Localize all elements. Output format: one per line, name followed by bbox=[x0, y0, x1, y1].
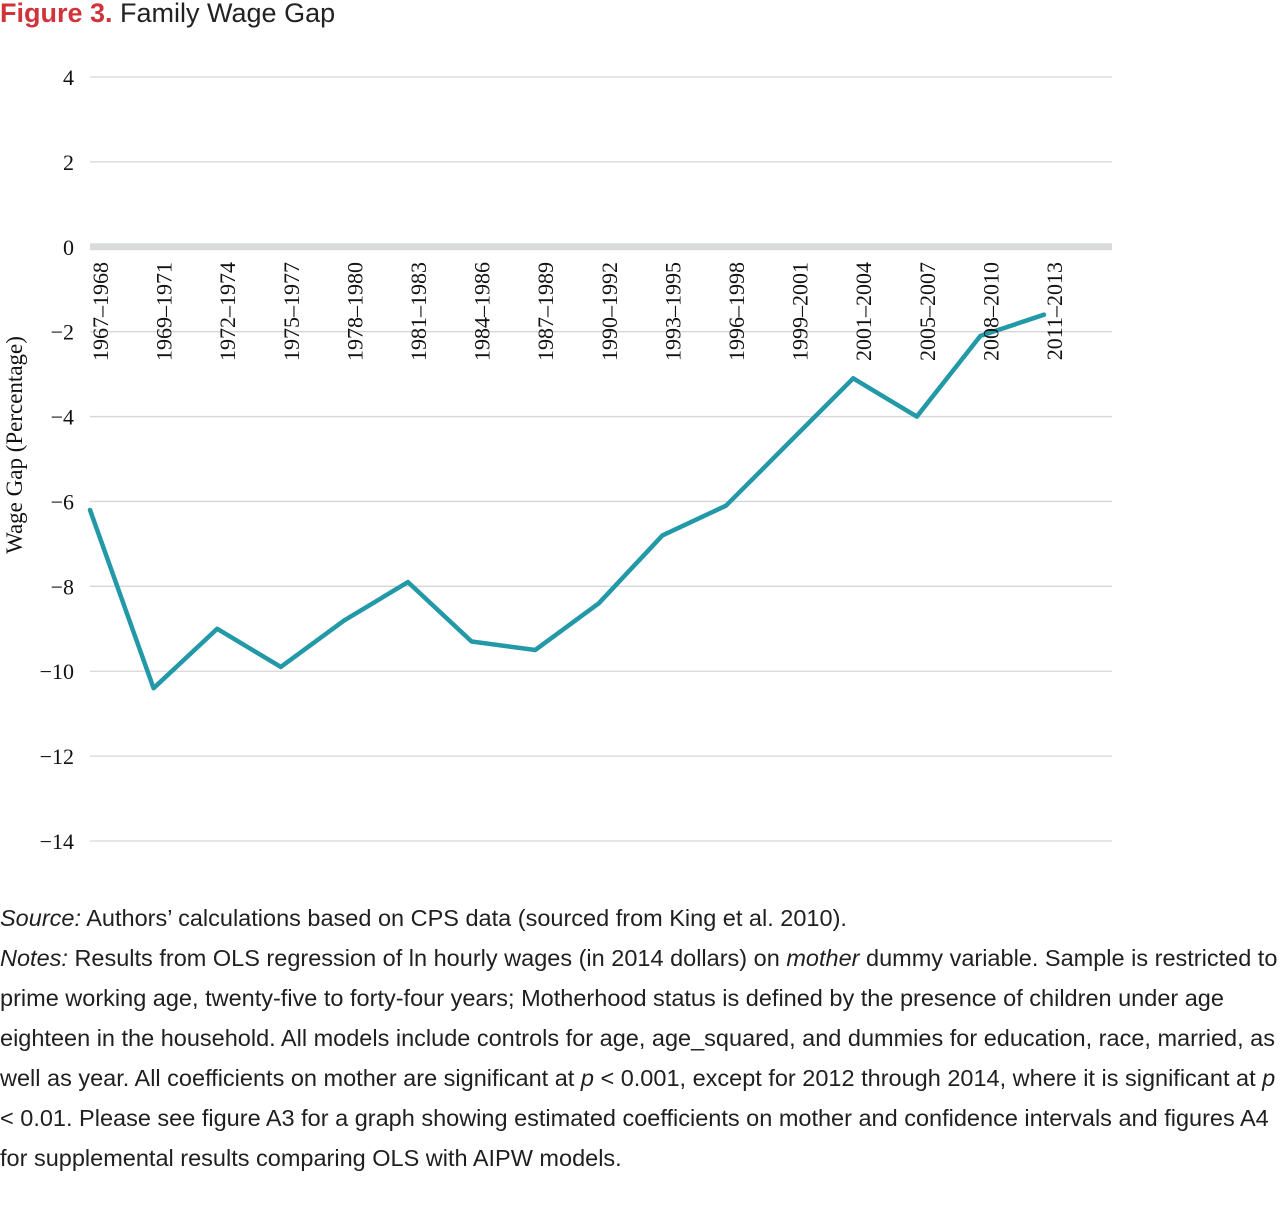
y-tick-label: −2 bbox=[51, 320, 74, 345]
x-tick-label: 1993–1995 bbox=[660, 262, 685, 361]
grid-lines bbox=[90, 76, 1112, 842]
y-tick-label: 2 bbox=[63, 150, 74, 175]
x-tick-label: 1987–1989 bbox=[533, 262, 558, 361]
notes-paragraph: Notes: Results from OLS regression of ln… bbox=[0, 938, 1280, 1178]
notes-text-4: < 0.01. Please see figure A3 for a graph… bbox=[0, 1105, 1269, 1171]
source-text: Authors’ calculations based on CPS data … bbox=[81, 905, 847, 931]
x-tick-label: 2001–2004 bbox=[851, 262, 876, 361]
x-tick-label: 1969–1971 bbox=[152, 262, 177, 361]
x-tick-label: 1967–1968 bbox=[88, 262, 113, 361]
source-note: Source: Authors’ calculations based on C… bbox=[0, 898, 1280, 938]
x-tick-label: 1990–1992 bbox=[597, 262, 622, 361]
notes-text-1: Results from OLS regression of ln hourly… bbox=[67, 945, 787, 971]
notes-p-value-2: p bbox=[1262, 1065, 1276, 1091]
series-lines bbox=[87, 312, 1047, 691]
notes-mother-term: mother bbox=[786, 945, 860, 971]
figure-title-text: Family Wage Gap bbox=[120, 0, 336, 28]
series-line bbox=[87, 312, 1047, 691]
notes-p-value-1: p bbox=[580, 1065, 594, 1091]
source-label: Source: bbox=[0, 905, 81, 931]
y-tick-label: −4 bbox=[51, 405, 74, 430]
x-tick-label: 1981–1983 bbox=[406, 262, 431, 361]
x-tick-label: 2008–2010 bbox=[978, 262, 1003, 361]
figure-label: Figure 3. bbox=[0, 0, 113, 28]
y-tick-label: −6 bbox=[51, 489, 74, 514]
x-tick-label: 1975–1977 bbox=[279, 262, 304, 361]
figure-title: Figure 3. Family Wage Gap bbox=[0, 0, 335, 30]
y-tick-labels: 4 2 0 −2 −4 −6 −8 −10 −12 −14 bbox=[40, 65, 74, 854]
x-tick-label: 1984–1986 bbox=[470, 262, 495, 361]
notes-label: Notes: bbox=[0, 945, 68, 971]
x-tick-label: 2011–2013 bbox=[1042, 262, 1067, 360]
x-tick-labels: 1967–1968 1969–1971 1972–1974 1975–1977 1978… bbox=[88, 262, 1067, 361]
y-tick-label: 0 bbox=[63, 235, 74, 260]
x-tick-label: 1972–1974 bbox=[215, 262, 240, 361]
y-tick-label: −12 bbox=[40, 744, 74, 769]
x-tick-label: 1999–2001 bbox=[788, 262, 813, 361]
x-tick-label: 1978–1980 bbox=[342, 262, 367, 361]
x-tick-label: 2005–2007 bbox=[915, 262, 940, 361]
y-tick-label: −10 bbox=[40, 659, 74, 684]
x-tick-label: 1996–1998 bbox=[724, 262, 749, 361]
wage-gap-line-chart: 420−2−4−6−8−10−12−14 1967–1968 1969–1971 1… bbox=[2, 65, 1112, 854]
y-tick-label: −8 bbox=[51, 574, 74, 599]
y-axis-label: Wage Gap (Percentage) bbox=[2, 336, 27, 554]
notes-text-2: dummy variable. Sample is restricted to … bbox=[0, 945, 1278, 1091]
y-tick-label: 4 bbox=[63, 65, 74, 90]
y-tick-label: −14 bbox=[40, 829, 74, 854]
figure-notes: Source: Authors’ calculations based on C… bbox=[0, 898, 1280, 1178]
notes-text-3: < 0.001, except for 2012 through 2014, w… bbox=[593, 1065, 1263, 1091]
